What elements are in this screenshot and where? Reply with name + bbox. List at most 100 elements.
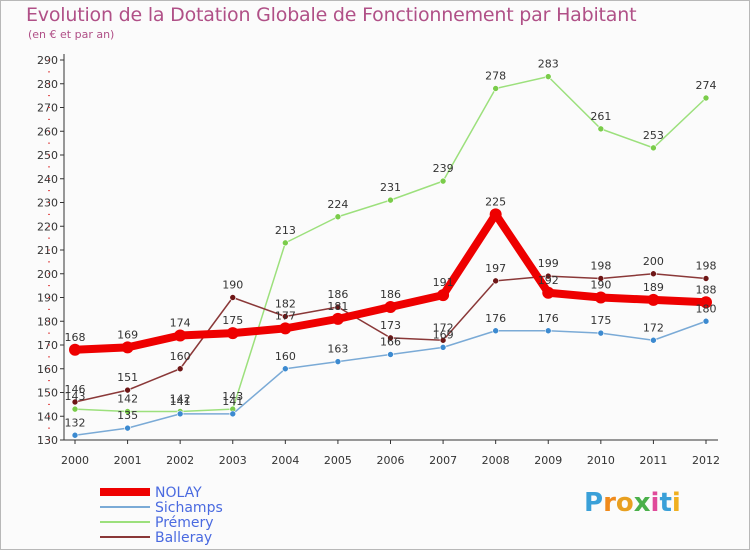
y-tick-label: 250: [37, 149, 58, 162]
x-tick-label: 2007: [429, 454, 457, 467]
data-point: [279, 322, 292, 335]
y-tick-label: 220: [37, 220, 58, 233]
data-point: [647, 293, 660, 306]
data-label: 172: [433, 321, 454, 334]
data-point: [439, 336, 447, 344]
data-point: [700, 296, 712, 309]
data-point: [387, 196, 394, 204]
data-point: [387, 351, 394, 358]
y-tick-label: 270: [37, 102, 58, 115]
x-tick-label: 2001: [114, 454, 142, 467]
data-point: [544, 272, 552, 280]
data-label: 169: [117, 328, 138, 341]
data-point: [71, 398, 79, 406]
data-label: 190: [222, 279, 243, 292]
data-label: 283: [538, 58, 559, 71]
y-tick-label: 130: [37, 434, 58, 447]
data-point: [542, 286, 555, 299]
data-label: 261: [590, 110, 611, 123]
data-label: 143: [65, 390, 86, 403]
data-label: 186: [380, 288, 401, 301]
data-point: [71, 431, 79, 439]
data-label: 278: [485, 70, 506, 83]
x-tick-label: 2002: [166, 454, 194, 467]
data-point: [229, 410, 237, 418]
data-point: [650, 270, 657, 278]
data-point: [597, 125, 605, 133]
data-label: 160: [170, 350, 191, 363]
proxiti-logo: Proxiti: [584, 488, 681, 518]
data-label: 180: [696, 302, 717, 315]
data-label: 182: [275, 298, 296, 311]
data-point: [176, 410, 184, 418]
data-label: 192: [538, 274, 559, 287]
x-tick-label: 2000: [61, 454, 89, 467]
x-tick-label: 2003: [219, 454, 247, 467]
data-point: [71, 405, 79, 413]
data-label: 142: [170, 393, 191, 406]
logo-letter: r: [603, 488, 616, 518]
data-label: 198: [696, 260, 717, 273]
data-point: [124, 386, 131, 394]
data-label: 231: [380, 181, 401, 194]
data-point: [489, 208, 502, 221]
data-label: 188: [696, 283, 717, 296]
logo-letter: o: [615, 488, 634, 518]
data-point: [597, 329, 605, 337]
data-point: [229, 294, 237, 301]
data-label: 172: [643, 321, 664, 334]
data-label: 175: [590, 314, 611, 327]
data-point: [121, 341, 134, 354]
logo-letter: t: [659, 488, 672, 518]
chart-subtitle: (en € et par an): [28, 28, 115, 41]
logo-letter: i: [650, 488, 660, 518]
data-point: [334, 358, 342, 365]
data-label: 142: [117, 393, 138, 406]
y-tick-label: 140: [37, 410, 58, 423]
data-point: [492, 85, 499, 92]
data-point: [176, 365, 184, 373]
data-label: 169: [433, 328, 454, 341]
data-label: 174: [170, 317, 191, 330]
data-label: 175: [222, 314, 243, 327]
data-point: [650, 336, 657, 344]
logo-letter: x: [633, 488, 651, 518]
data-point: [492, 327, 499, 335]
y-tick-label: 200: [37, 268, 58, 281]
data-label: 151: [117, 371, 138, 384]
data-label: 132: [65, 416, 86, 429]
data-point: [331, 312, 344, 325]
data-label: 199: [538, 257, 559, 270]
y-tick-label: 150: [37, 387, 58, 400]
logo-letter: P: [584, 488, 604, 518]
y-tick-label: 160: [37, 363, 58, 376]
logo-letter: i: [671, 488, 681, 518]
data-label: 274: [696, 79, 717, 92]
data-label: 213: [275, 224, 296, 237]
series-layer: [69, 73, 712, 439]
chart-axes: 130 140 150 160 170 180 190 200 210 220 230 240 250 2…: [37, 54, 720, 467]
data-point: [492, 277, 499, 285]
y-tick-label: 210: [37, 244, 58, 257]
y-tick-label: 180: [37, 315, 58, 328]
data-point: [282, 313, 289, 320]
data-point: [384, 301, 397, 313]
data-label: 143: [222, 390, 243, 403]
y-tick-label: 170: [37, 339, 58, 352]
data-label: 198: [590, 260, 611, 273]
data-point: [439, 177, 447, 185]
y-tick-label: 230: [37, 197, 58, 210]
y-tick-label: 290: [37, 54, 58, 67]
data-label: 225: [485, 195, 506, 208]
x-tick-label: 2011: [639, 454, 667, 467]
data-label: 239: [433, 162, 454, 175]
data-label: 163: [327, 343, 348, 356]
x-tick-label: 2004: [271, 454, 299, 467]
x-tick-label: 2012: [692, 454, 720, 467]
legend-label-nolay: NOLAY: [155, 485, 202, 501]
data-label: 135: [117, 409, 138, 422]
legend-label-balleray: Balleray: [155, 530, 212, 546]
y-tick-label: 240: [37, 173, 58, 186]
